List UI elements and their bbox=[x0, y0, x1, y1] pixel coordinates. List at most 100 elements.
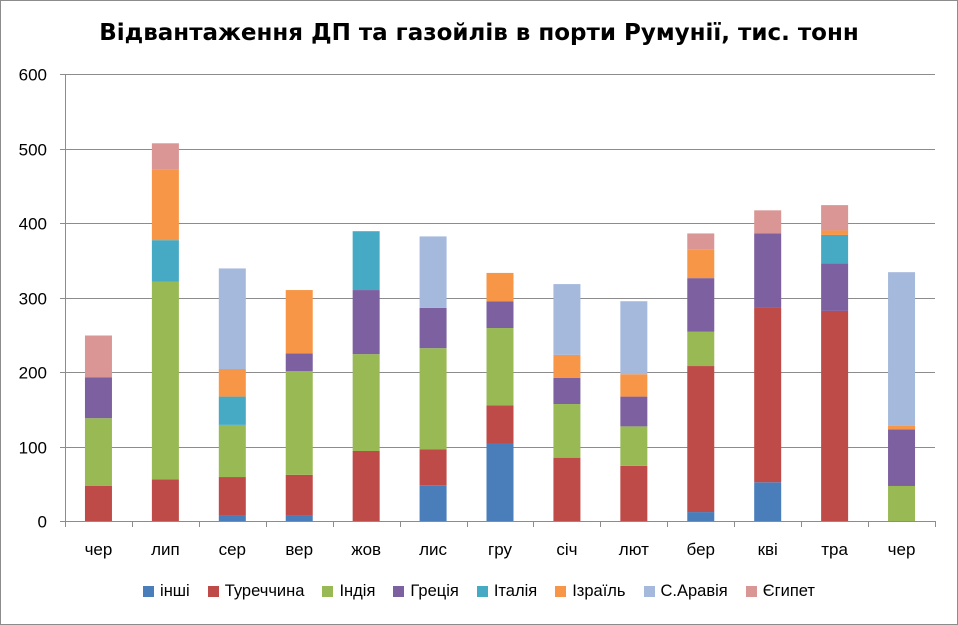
bar-segment bbox=[888, 485, 916, 521]
y-tick-label: 0 bbox=[38, 513, 47, 532]
bar-segment bbox=[486, 328, 514, 406]
bar-segment bbox=[352, 290, 380, 355]
bar-segment bbox=[754, 307, 782, 483]
bar-segment bbox=[553, 377, 581, 405]
bar-segment bbox=[620, 301, 648, 375]
bars bbox=[84, 143, 916, 521]
bar-segment bbox=[821, 234, 849, 264]
x-tick-label: сер bbox=[219, 540, 246, 559]
bar-segment bbox=[84, 335, 112, 378]
legend-item: інші bbox=[143, 582, 190, 601]
y-tick-label: 100 bbox=[19, 439, 47, 458]
x-tick-label: кві bbox=[758, 540, 778, 559]
y-tick-label: 400 bbox=[19, 215, 47, 234]
x-tick-label: чер bbox=[888, 540, 916, 559]
bar-segment bbox=[553, 457, 581, 521]
legend-item: Єгипет bbox=[745, 582, 815, 601]
bar-segment bbox=[419, 449, 447, 486]
y-tick-labels: 0 100 200 300 400 500 600 bbox=[19, 66, 47, 532]
x-tick-label: гру bbox=[488, 540, 512, 559]
bar-segment bbox=[285, 371, 313, 475]
bar-segment bbox=[352, 450, 380, 521]
bar-segment bbox=[419, 307, 447, 349]
y-tick-label: 500 bbox=[19, 141, 47, 160]
y-tick-label: 200 bbox=[19, 364, 47, 383]
chart-title: Відвантаження ДП та газойлів в порти Рум… bbox=[99, 20, 859, 46]
bar-segment bbox=[218, 515, 246, 521]
x-tick-labels: чер лип сер вер жов лис гру січ лют бер кві тра чер bbox=[85, 540, 916, 559]
bar-segment bbox=[754, 482, 782, 521]
bar-segment bbox=[754, 210, 782, 234]
bar-segment bbox=[754, 233, 782, 308]
bar-segment bbox=[151, 281, 179, 480]
bar-segment bbox=[151, 479, 179, 521]
legend-item: Греція bbox=[393, 582, 459, 601]
bar-segment bbox=[84, 418, 112, 486]
bar-segment bbox=[620, 374, 648, 397]
legend-swatch bbox=[143, 586, 155, 597]
bar-segment bbox=[285, 474, 313, 516]
legend-swatch bbox=[643, 586, 655, 597]
bar-segment bbox=[486, 405, 514, 444]
bar-segment bbox=[687, 249, 715, 279]
bar-segment bbox=[821, 205, 849, 231]
legend-item: С.Аравія bbox=[643, 582, 728, 601]
bar-segment bbox=[687, 512, 715, 521]
y-tick-label: 300 bbox=[19, 290, 47, 309]
x-tick-label: тра bbox=[821, 540, 848, 559]
legend-swatch bbox=[555, 586, 567, 597]
legend-swatch bbox=[745, 586, 757, 597]
bar-segment bbox=[218, 477, 246, 516]
bar-segment bbox=[84, 377, 112, 419]
x-tick-label: січ bbox=[556, 540, 577, 559]
bar-segment bbox=[419, 348, 447, 450]
legend-label: Греція bbox=[410, 582, 459, 600]
bar-segment bbox=[419, 236, 447, 308]
axes bbox=[60, 74, 936, 527]
bar-segment bbox=[553, 284, 581, 355]
bar-segment bbox=[352, 354, 380, 451]
bar-segment bbox=[486, 272, 514, 302]
legend-swatch bbox=[322, 586, 334, 597]
bar-segment bbox=[620, 426, 648, 466]
bar-segment bbox=[151, 169, 179, 241]
legend-label: Індія bbox=[339, 582, 376, 600]
bar-segment bbox=[888, 272, 916, 426]
bar-segment bbox=[620, 465, 648, 521]
bar-segment bbox=[218, 424, 246, 478]
legend-label: С.Аравія bbox=[660, 582, 728, 600]
bar-segment bbox=[285, 353, 313, 372]
bar-segment bbox=[218, 268, 246, 370]
legend-label: Туреччина bbox=[224, 582, 305, 600]
x-tick-label: лют bbox=[619, 540, 649, 559]
bar-segment bbox=[687, 233, 715, 250]
x-tick-label: лип bbox=[151, 540, 180, 559]
legend-item: Ізраїль bbox=[555, 582, 626, 601]
legend-item: Туреччина bbox=[207, 582, 305, 601]
bar-segment bbox=[285, 290, 313, 354]
bar-segment bbox=[218, 396, 246, 425]
legend-label: Єгипет bbox=[762, 582, 815, 600]
x-tick-label: бер bbox=[687, 540, 715, 559]
bar-segment bbox=[486, 301, 514, 329]
legend-label: інші bbox=[160, 582, 190, 600]
bar-segment bbox=[84, 485, 112, 521]
bar-segment bbox=[687, 278, 715, 332]
legend-label: Ізраїль bbox=[572, 582, 626, 600]
bar-segment bbox=[553, 354, 581, 378]
legend-swatch bbox=[476, 586, 488, 597]
bar-segment bbox=[352, 231, 380, 291]
bar-segment bbox=[888, 429, 916, 486]
bar-segment bbox=[888, 425, 916, 430]
bar-segment bbox=[151, 143, 179, 170]
bar-segment bbox=[620, 396, 648, 427]
legend: інші Туреччина Індія Греція Італія Ізраїль С.А… bbox=[0, 582, 958, 601]
bar-segment bbox=[821, 310, 849, 521]
bar-segment bbox=[218, 369, 246, 397]
bar-segment bbox=[486, 443, 514, 521]
x-tick-label: жов bbox=[351, 540, 381, 559]
legend-swatch bbox=[207, 586, 219, 597]
bar-segment bbox=[151, 240, 179, 282]
legend-label: Італія bbox=[493, 582, 538, 600]
bar-segment bbox=[553, 404, 581, 458]
